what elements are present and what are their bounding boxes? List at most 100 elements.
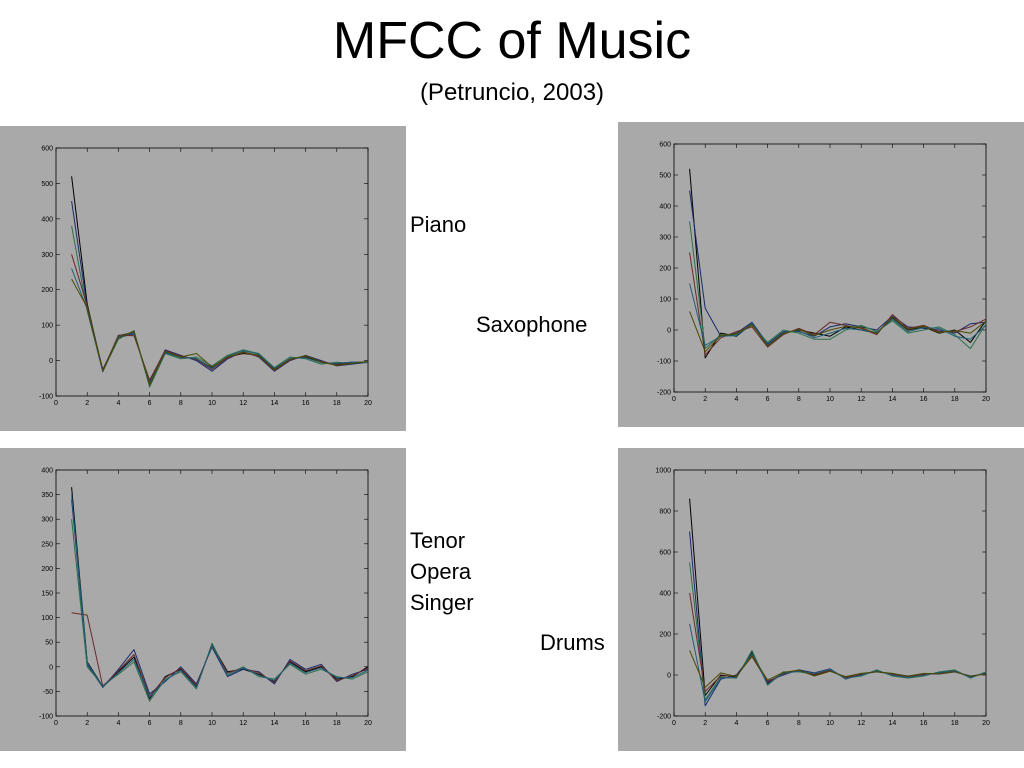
- drums-label: Drums: [540, 630, 605, 655]
- piano-y-tick-label: 400: [41, 216, 53, 223]
- tenor-opera-singer-x-tick-label: 14: [271, 720, 279, 727]
- piano-y-tick-label: 300: [41, 252, 53, 259]
- piano-plot-frame: [55, 147, 369, 397]
- saxophone-chart: 0 2 4 6 8 10 12 14 16 18 20 -200 -100 0 100 200 300 400 50…: [657, 142, 990, 404]
- drums-y-tick-label: -200: [657, 714, 671, 721]
- saxophone-series-line: [689, 252, 987, 356]
- saxophone-label: Saxophone: [476, 312, 588, 337]
- drums-x-tick-label: 2: [703, 720, 707, 727]
- piano-y-tick-label: 0: [49, 358, 53, 365]
- tenor-opera-singer-x-tick-label: 10: [208, 720, 216, 727]
- drums-x-tick-label: 14: [889, 720, 897, 727]
- piano-x-tick-label: 6: [148, 400, 152, 407]
- tenor-opera-singer-y-tick-label: 250: [41, 541, 53, 548]
- saxophone-y-tick-label: -100: [657, 359, 671, 366]
- tenor-label-line1: Tenor: [410, 528, 466, 553]
- slide-subtitle: (Petruncio, 2003): [419, 79, 605, 106]
- piano-x-tick-label: 20: [364, 400, 372, 407]
- drums-y-tick-label: 600: [659, 550, 671, 557]
- tenor-opera-singer-x-tick-label: 4: [116, 720, 120, 727]
- saxophone-y-tick-label: 400: [659, 204, 671, 211]
- saxophone-y-tick-label: 600: [659, 142, 671, 149]
- saxophone-x-tick-label: 18: [951, 396, 959, 403]
- saxophone-x-tick-label: 8: [797, 396, 801, 403]
- tenor-plot-panel: 0 2 4 6 8 10 12 14 16 18 20 -100 -50 0 50 100 150 200 250 3…: [0, 448, 406, 751]
- tenor-opera-singer-y-tick-label: -50: [43, 689, 53, 696]
- tenor-opera-singer-x-tick-label: 8: [179, 720, 183, 727]
- tenor-opera-singer-y-tick-label: 400: [41, 468, 53, 475]
- saxophone-x-tick-label: 6: [766, 396, 770, 403]
- saxophone-x-tick-label: 16: [920, 396, 928, 403]
- piano-plot-panel: 0 2 4 6 8 10 12 14 16 18 20 -100 0 100 200 300 400 500 600: [0, 126, 406, 431]
- drums-x-tick-label: 16: [920, 720, 928, 727]
- piano-y-tick-label: -100: [39, 394, 53, 401]
- saxophone-x-tick-label: 20: [982, 396, 990, 403]
- tenor-opera-singer-y-tick-label: 100: [41, 615, 53, 622]
- piano-x-tick-label: 4: [116, 400, 120, 407]
- tenor-opera-singer-y-tick-label: -100: [39, 714, 53, 721]
- saxophone-y-tick-label: 0: [667, 328, 671, 335]
- drums-y-tick-label: 200: [659, 632, 671, 639]
- piano-x-tick-label: 2: [85, 400, 89, 407]
- tenor-opera-singer-y-tick-label: 50: [45, 640, 53, 647]
- piano-y-tick-label: 600: [41, 146, 53, 153]
- saxophone-series-line: [689, 311, 987, 353]
- piano-x-tick-label: 18: [333, 400, 341, 407]
- tenor-opera-singer-x-tick-label: 20: [364, 720, 372, 727]
- saxophone-y-tick-label: 200: [659, 266, 671, 273]
- drums-plot-panel: 0 2 4 6 8 10 12 14 16 18 20 -200 0 200 400 600 800 1000: [618, 448, 1024, 751]
- drums-x-tick-label: 12: [857, 720, 865, 727]
- saxophone-y-tick-label: 500: [659, 173, 671, 180]
- tenor-opera-singer-x-tick-label: 18: [333, 720, 341, 727]
- drums-y-tick-label: 0: [667, 673, 671, 680]
- tenor-chart: 0 2 4 6 8 10 12 14 16 18 20 -100 -50 0 50 100 150 200 250 3…: [39, 468, 372, 728]
- piano-x-tick-label: 0: [54, 400, 58, 407]
- piano-x-tick-label: 10: [208, 400, 216, 407]
- piano-label: Piano: [410, 212, 467, 237]
- tenor-opera-singer-x-tick-label: 12: [239, 720, 247, 727]
- drums-x-tick-label: 20: [982, 720, 990, 727]
- tenor-opera-singer-y-tick-label: 350: [41, 492, 53, 499]
- tenor-opera-singer-y-tick-label: 0: [49, 664, 53, 671]
- drums-y-tick-label: 800: [659, 509, 671, 516]
- piano-x-tick-label: 8: [179, 400, 183, 407]
- saxophone-y-tick-label: -200: [657, 390, 671, 397]
- piano-x-tick-label: 14: [271, 400, 279, 407]
- saxophone-x-tick-label: 2: [703, 396, 707, 403]
- drums-y-tick-label: 400: [659, 591, 671, 598]
- piano-y-tick-label: 500: [41, 181, 53, 188]
- saxophone-x-tick-label: 10: [826, 396, 834, 403]
- tenor-opera-singer-x-tick-label: 6: [148, 720, 152, 727]
- tenor-label-line2: Opera: [410, 559, 472, 584]
- piano-series-line: [71, 278, 369, 386]
- tenor-opera-singer-y-tick-label: 200: [41, 566, 53, 573]
- tenor-opera-singer-x-tick-label: 16: [302, 720, 310, 727]
- tenor-opera-singer-y-tick-label: 300: [41, 517, 53, 524]
- saxophone-x-tick-label: 4: [734, 396, 738, 403]
- drums-x-tick-label: 10: [826, 720, 834, 727]
- piano-series-line: [71, 201, 369, 383]
- drums-x-tick-label: 6: [766, 720, 770, 727]
- piano-y-tick-label: 200: [41, 287, 53, 294]
- slide-title: MFCC of Music: [332, 12, 692, 70]
- saxophone-series-line: [689, 283, 987, 346]
- piano-x-tick-label: 12: [239, 400, 247, 407]
- tenor-opera-singer-x-tick-label: 0: [54, 720, 58, 727]
- saxophone-y-tick-label: 100: [659, 297, 671, 304]
- tenor-opera-singer-plot-frame: [55, 469, 369, 717]
- drums-x-tick-label: 18: [951, 720, 959, 727]
- saxophone-plot-panel: 0 2 4 6 8 10 12 14 16 18 20 -200 -100 0 100 200 300 400 50…: [618, 122, 1024, 427]
- drums-y-tick-label: 1000: [655, 468, 671, 475]
- tenor-label-line3: Singer: [410, 590, 474, 615]
- drums-x-tick-label: 0: [672, 720, 676, 727]
- tenor-opera-singer-series-line: [71, 494, 369, 698]
- tenor-opera-singer-y-tick-label: 150: [41, 591, 53, 598]
- drums-x-tick-label: 4: [734, 720, 738, 727]
- saxophone-x-tick-label: 0: [672, 396, 676, 403]
- tenor-opera-singer-x-tick-label: 2: [85, 720, 89, 727]
- drums-x-tick-label: 8: [797, 720, 801, 727]
- saxophone-x-tick-label: 14: [889, 396, 897, 403]
- saxophone-y-tick-label: 300: [659, 235, 671, 242]
